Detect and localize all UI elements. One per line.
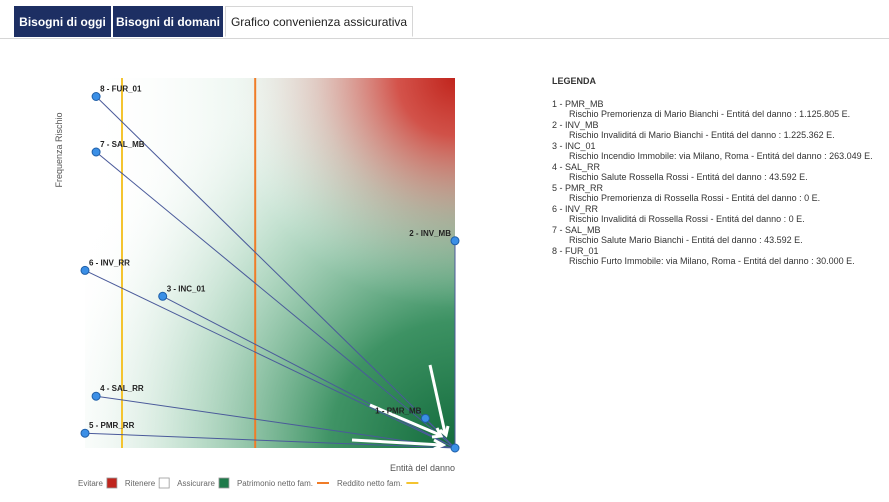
risk-point[interactable]: [80, 265, 90, 275]
legend-item: 2 - INV_MB Rischio Invaliditá di Mario Bi…: [552, 120, 887, 140]
legend-swatch: [218, 477, 230, 489]
legend-item-desc: Rischio Invaliditá di Mario Bianchi - En…: [569, 130, 835, 140]
legend-item-desc: Rischio Premorienza di Rossella Rossi - …: [569, 193, 821, 203]
legend-item: 7 - SAL_MB Rischio Salute Mario Bianchi -…: [552, 225, 887, 245]
legend-item-desc: Rischio Premorienza di Mario Bianchi - E…: [569, 109, 851, 119]
legend-item-desc: Rischio Salute Rossella Rossi - Entitá d…: [569, 172, 808, 182]
risk-point-label: 5 - PMR_RR: [89, 421, 135, 430]
x-axis-label: Entità del danno: [390, 463, 455, 473]
legend-item: 4 - SAL_RR Rischio Salute Rossella Rossi …: [552, 162, 887, 182]
risk-point-label: 3 - INC_01: [167, 284, 206, 293]
risk-point-label: 2 - INV_MB: [409, 229, 451, 238]
legend-item-desc: Rischio Invaliditá di Rossella Rossi - E…: [569, 214, 805, 224]
risk-link-line: [162, 295, 456, 449]
legend-swatch: [158, 477, 170, 489]
legend-bar-label: Ritenere: [125, 479, 156, 488]
risk-point-label: 7 - SAL_MB: [100, 140, 145, 149]
legend-bar-label: Reddito netto fam.: [337, 479, 402, 488]
y-axis-label: Frequenza Rischio: [54, 112, 64, 187]
legend-item: 3 - INC_01 Rischio Incendio Immobile: via…: [552, 141, 887, 161]
risk-link-line: [95, 151, 456, 449]
risk-link-line: [84, 432, 456, 449]
legend-item-code: 5 - PMR_RR: [552, 183, 604, 193]
tab-grafico-convenienza[interactable]: Grafico convenienza assicurativa: [225, 6, 413, 37]
legend-item-desc: Rischio Salute Mario Bianchi - Entitá de…: [569, 235, 803, 245]
legend-item-desc: Rischio Furto Immobile: via Milano, Roma…: [569, 256, 855, 266]
legend-item-code: 8 - FUR_01: [552, 246, 599, 256]
target-point: [450, 443, 460, 453]
risk-point[interactable]: [158, 291, 168, 301]
tab-bisogni-oggi[interactable]: Bisogni di oggi: [14, 6, 111, 37]
legend-item-code: 4 - SAL_RR: [552, 162, 601, 172]
risk-point-label: 6 - INV_RR: [89, 258, 130, 267]
legend-item: 5 - PMR_RR Rischio Premorienza di Rossell…: [552, 183, 887, 203]
risk-point-label: 8 - FUR_01: [100, 85, 142, 94]
risk-point[interactable]: [420, 413, 430, 423]
legend-item-code: 2 - INV_MB: [552, 120, 599, 130]
legend-swatch: [106, 477, 118, 489]
legend-item-code: 7 - SAL_MB: [552, 225, 601, 235]
risk-point[interactable]: [91, 92, 101, 101]
risk-point[interactable]: [450, 236, 460, 246]
risk-chart: 8 - FUR_01 7 - SAL_MB 6 - INV_RR 3 - INC_01…: [0, 40, 540, 497]
legend-title: LEGENDA: [552, 76, 597, 86]
legend-bar-label: Assicurare: [177, 479, 215, 488]
risk-chart-svg: 8 - FUR_01 7 - SAL_MB 6 - INV_RR 3 - INC_01…: [54, 78, 460, 489]
legend-item-code: 1 - PMR_MB: [552, 99, 604, 109]
legend-item: 6 - INV_RR Rischio Invaliditá di Rossella…: [552, 204, 887, 224]
legend-panel: LEGENDA 1 - PMR_MB Rischio Premorienza di…: [552, 76, 887, 267]
legend-item: 1 - PMR_MB Rischio Premorienza di Mario B…: [552, 99, 887, 119]
legend-bar-label: Evitare: [78, 479, 103, 488]
risk-point-label: 4 - SAL_RR: [100, 384, 144, 393]
arrows-group: [351, 364, 450, 451]
risk-point[interactable]: [80, 428, 90, 438]
risk-point-label: 1 - PMR_MB: [375, 406, 421, 415]
risk-point[interactable]: [91, 147, 101, 157]
risk-link-line: [95, 96, 456, 449]
legend-item: 8 - FUR_01 Rischio Furto Immobile: via Mi…: [552, 246, 887, 266]
tab-bisogni-domani[interactable]: Bisogni di domani: [113, 6, 223, 37]
plot-background: [85, 78, 455, 448]
risk-link-line: [84, 269, 456, 449]
risk-point[interactable]: [91, 391, 101, 401]
risk-link-line: [96, 395, 456, 449]
legend-bar-label: Patrimonio netto fam.: [237, 479, 313, 488]
legend-item-code: 3 - INC_01: [552, 141, 596, 151]
legend-item-code: 6 - INV_RR: [552, 204, 599, 214]
legend-item-desc: Rischio Incendio Immobile: via Milano, R…: [569, 151, 873, 161]
chart-legend-bar: Evitare Ritenere Assicurare Patrimonio nett…: [78, 477, 419, 489]
tab-bar: Bisogni di oggi Bisogni di domani Grafic…: [0, 6, 889, 39]
